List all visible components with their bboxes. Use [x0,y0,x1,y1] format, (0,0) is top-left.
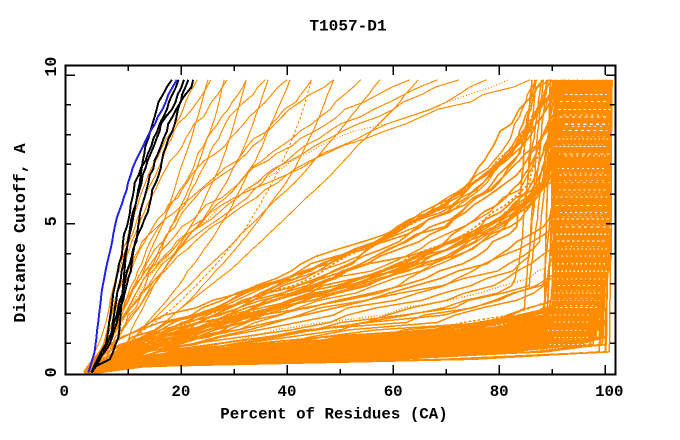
svg-text:Distance Cutoff, A: Distance Cutoff, A [11,143,30,322]
svg-text:T1057-D1: T1057-D1 [309,18,386,36]
svg-text:20: 20 [171,383,190,401]
svg-text:10: 10 [42,57,61,77]
svg-text:80: 80 [490,383,509,401]
svg-text:40: 40 [278,383,297,401]
svg-text:Percent of Residues (CA): Percent of Residues (CA) [220,406,448,424]
svg-text:0: 0 [60,383,69,401]
svg-text:5: 5 [42,216,61,226]
svg-text:60: 60 [384,383,403,401]
svg-text:100: 100 [595,383,623,401]
svg-text:0: 0 [42,367,61,377]
